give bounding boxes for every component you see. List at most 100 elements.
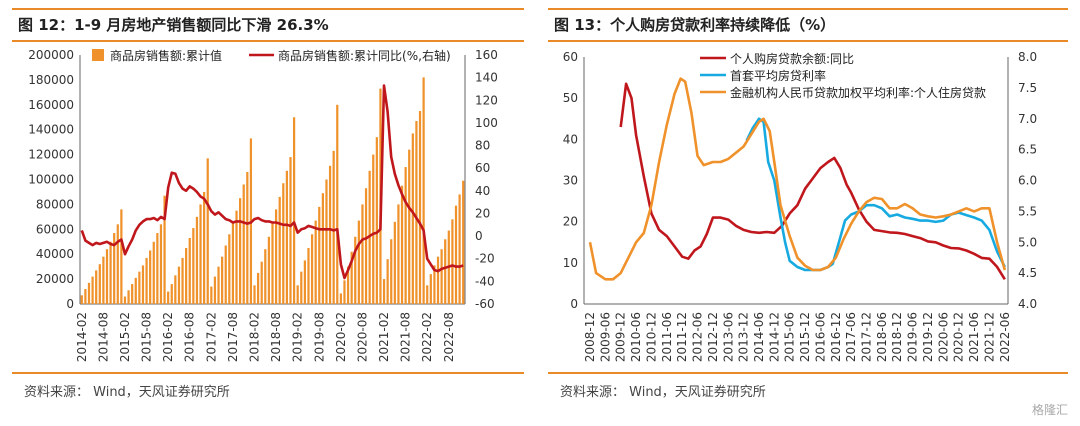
bar — [415, 120, 418, 304]
left-tick-label: 0 — [66, 297, 74, 311]
right-tick-label: 100 — [475, 116, 498, 130]
x-tick-label: 2014-02 — [75, 312, 89, 362]
bar — [282, 183, 285, 304]
bar — [231, 221, 235, 304]
bar — [440, 249, 443, 304]
right-tick-label: -60 — [475, 297, 495, 311]
bar — [346, 266, 350, 304]
bar — [444, 239, 447, 304]
right-tick-label: 160 — [475, 48, 498, 62]
right-tick-label: 20 — [475, 206, 490, 220]
left-tick-label: 100000 — [28, 173, 74, 187]
series-line-3 — [588, 77, 1007, 281]
bar — [328, 165, 332, 304]
bar — [95, 270, 98, 304]
left-tick-label: 10 — [563, 256, 578, 270]
x-tick-label: 2013-06 — [721, 312, 735, 362]
bar — [242, 184, 245, 304]
bar — [239, 198, 242, 304]
bottom-rule — [548, 372, 1068, 374]
x-tick-label: 2019-12 — [921, 312, 935, 362]
bar — [271, 223, 274, 304]
title-rule — [548, 40, 1068, 42]
x-tick-label: 2022-02 — [420, 312, 434, 362]
bar — [174, 275, 177, 304]
legend-label-3: 金融机构人民币贷款加权平均利率:个人住房贷款 — [730, 85, 986, 100]
bar — [296, 285, 299, 304]
bar — [404, 167, 407, 304]
x-tick-label: 2017-08 — [226, 312, 240, 362]
bar — [159, 224, 163, 304]
figure-title: 图 13：个人购房贷款利率持续降低（%） — [554, 16, 836, 34]
x-tick-label: 2018-08 — [269, 312, 283, 362]
left-tick-label: 180000 — [28, 73, 74, 87]
bar — [354, 236, 357, 304]
left-tick-label: 200000 — [28, 48, 74, 62]
bar — [127, 290, 130, 304]
bar — [224, 245, 227, 304]
left-tick-label: 60000 — [36, 222, 74, 236]
bar — [199, 204, 202, 304]
bar — [152, 241, 155, 304]
bar — [429, 274, 432, 304]
bar — [195, 216, 199, 304]
top-rule — [548, 8, 1068, 10]
right-tick-label: -40 — [475, 274, 495, 288]
bar — [274, 209, 278, 304]
bar — [300, 271, 303, 304]
bar — [386, 259, 389, 304]
left-tick-label: 20000 — [36, 272, 74, 286]
bar — [167, 291, 170, 304]
bar — [451, 219, 454, 304]
bar — [141, 265, 145, 304]
x-tick-label: 2018-12 — [890, 312, 904, 362]
bar — [98, 264, 101, 304]
bar — [87, 282, 91, 304]
left-tick-label: 120000 — [28, 148, 74, 162]
x-tick-label: 2014-06 — [752, 312, 766, 362]
bar — [213, 276, 217, 304]
x-tick-label: 2019-08 — [312, 312, 326, 362]
bar — [303, 260, 306, 304]
right-tick-label: 0 — [475, 229, 483, 243]
bar — [260, 261, 263, 304]
bar — [318, 206, 321, 304]
bar — [91, 276, 94, 304]
bar — [458, 194, 461, 304]
x-tick-label: 2014-08 — [96, 312, 110, 362]
x-tick-label: 2008-12 — [583, 312, 597, 362]
bar — [372, 154, 375, 304]
right-tick-label: 6.0 — [1018, 174, 1037, 188]
x-tick-label: 2019-06 — [906, 312, 920, 362]
x-tick-label: 2018-06 — [875, 312, 889, 362]
bar — [361, 204, 364, 304]
bar — [408, 149, 411, 304]
legend-label-bar: 商品房销售额:累计值 — [110, 48, 222, 63]
legend-label-line: 商品房销售额:累计同比(%,右轴) — [278, 48, 451, 63]
mortgage-rate-chart: 0 10 20 30 40 50 60 4.0 4.5 5.0 5.5 6.0 6.5 7.0 7.5 8.0… — [563, 50, 1037, 362]
left-tick-label: 50 — [563, 91, 578, 105]
bar — [185, 247, 188, 304]
bar — [228, 234, 231, 304]
bar — [138, 271, 141, 304]
bar — [422, 77, 425, 304]
right-tick-label: 6.5 — [1018, 143, 1037, 157]
bar — [426, 285, 429, 304]
bar — [123, 296, 127, 304]
bar — [203, 191, 206, 304]
x-tick-label: 2022-08 — [442, 312, 456, 362]
bar — [131, 284, 134, 304]
top-rule — [12, 8, 524, 10]
x-tick-label: 2022-06 — [998, 312, 1012, 362]
left-tick-label: 140000 — [28, 123, 74, 137]
bar — [307, 247, 310, 304]
bar — [145, 257, 148, 304]
legend-label-1: 个人购房贷款余额:同比 — [730, 51, 854, 66]
left-tick-label: 20 — [563, 215, 578, 229]
bar — [177, 266, 181, 304]
bar — [116, 224, 119, 304]
bar — [253, 285, 256, 304]
right-tick-label: 80 — [475, 139, 490, 153]
x-tick-label: 2021-06 — [967, 312, 981, 362]
x-tick-label: 2020-12 — [952, 312, 966, 362]
